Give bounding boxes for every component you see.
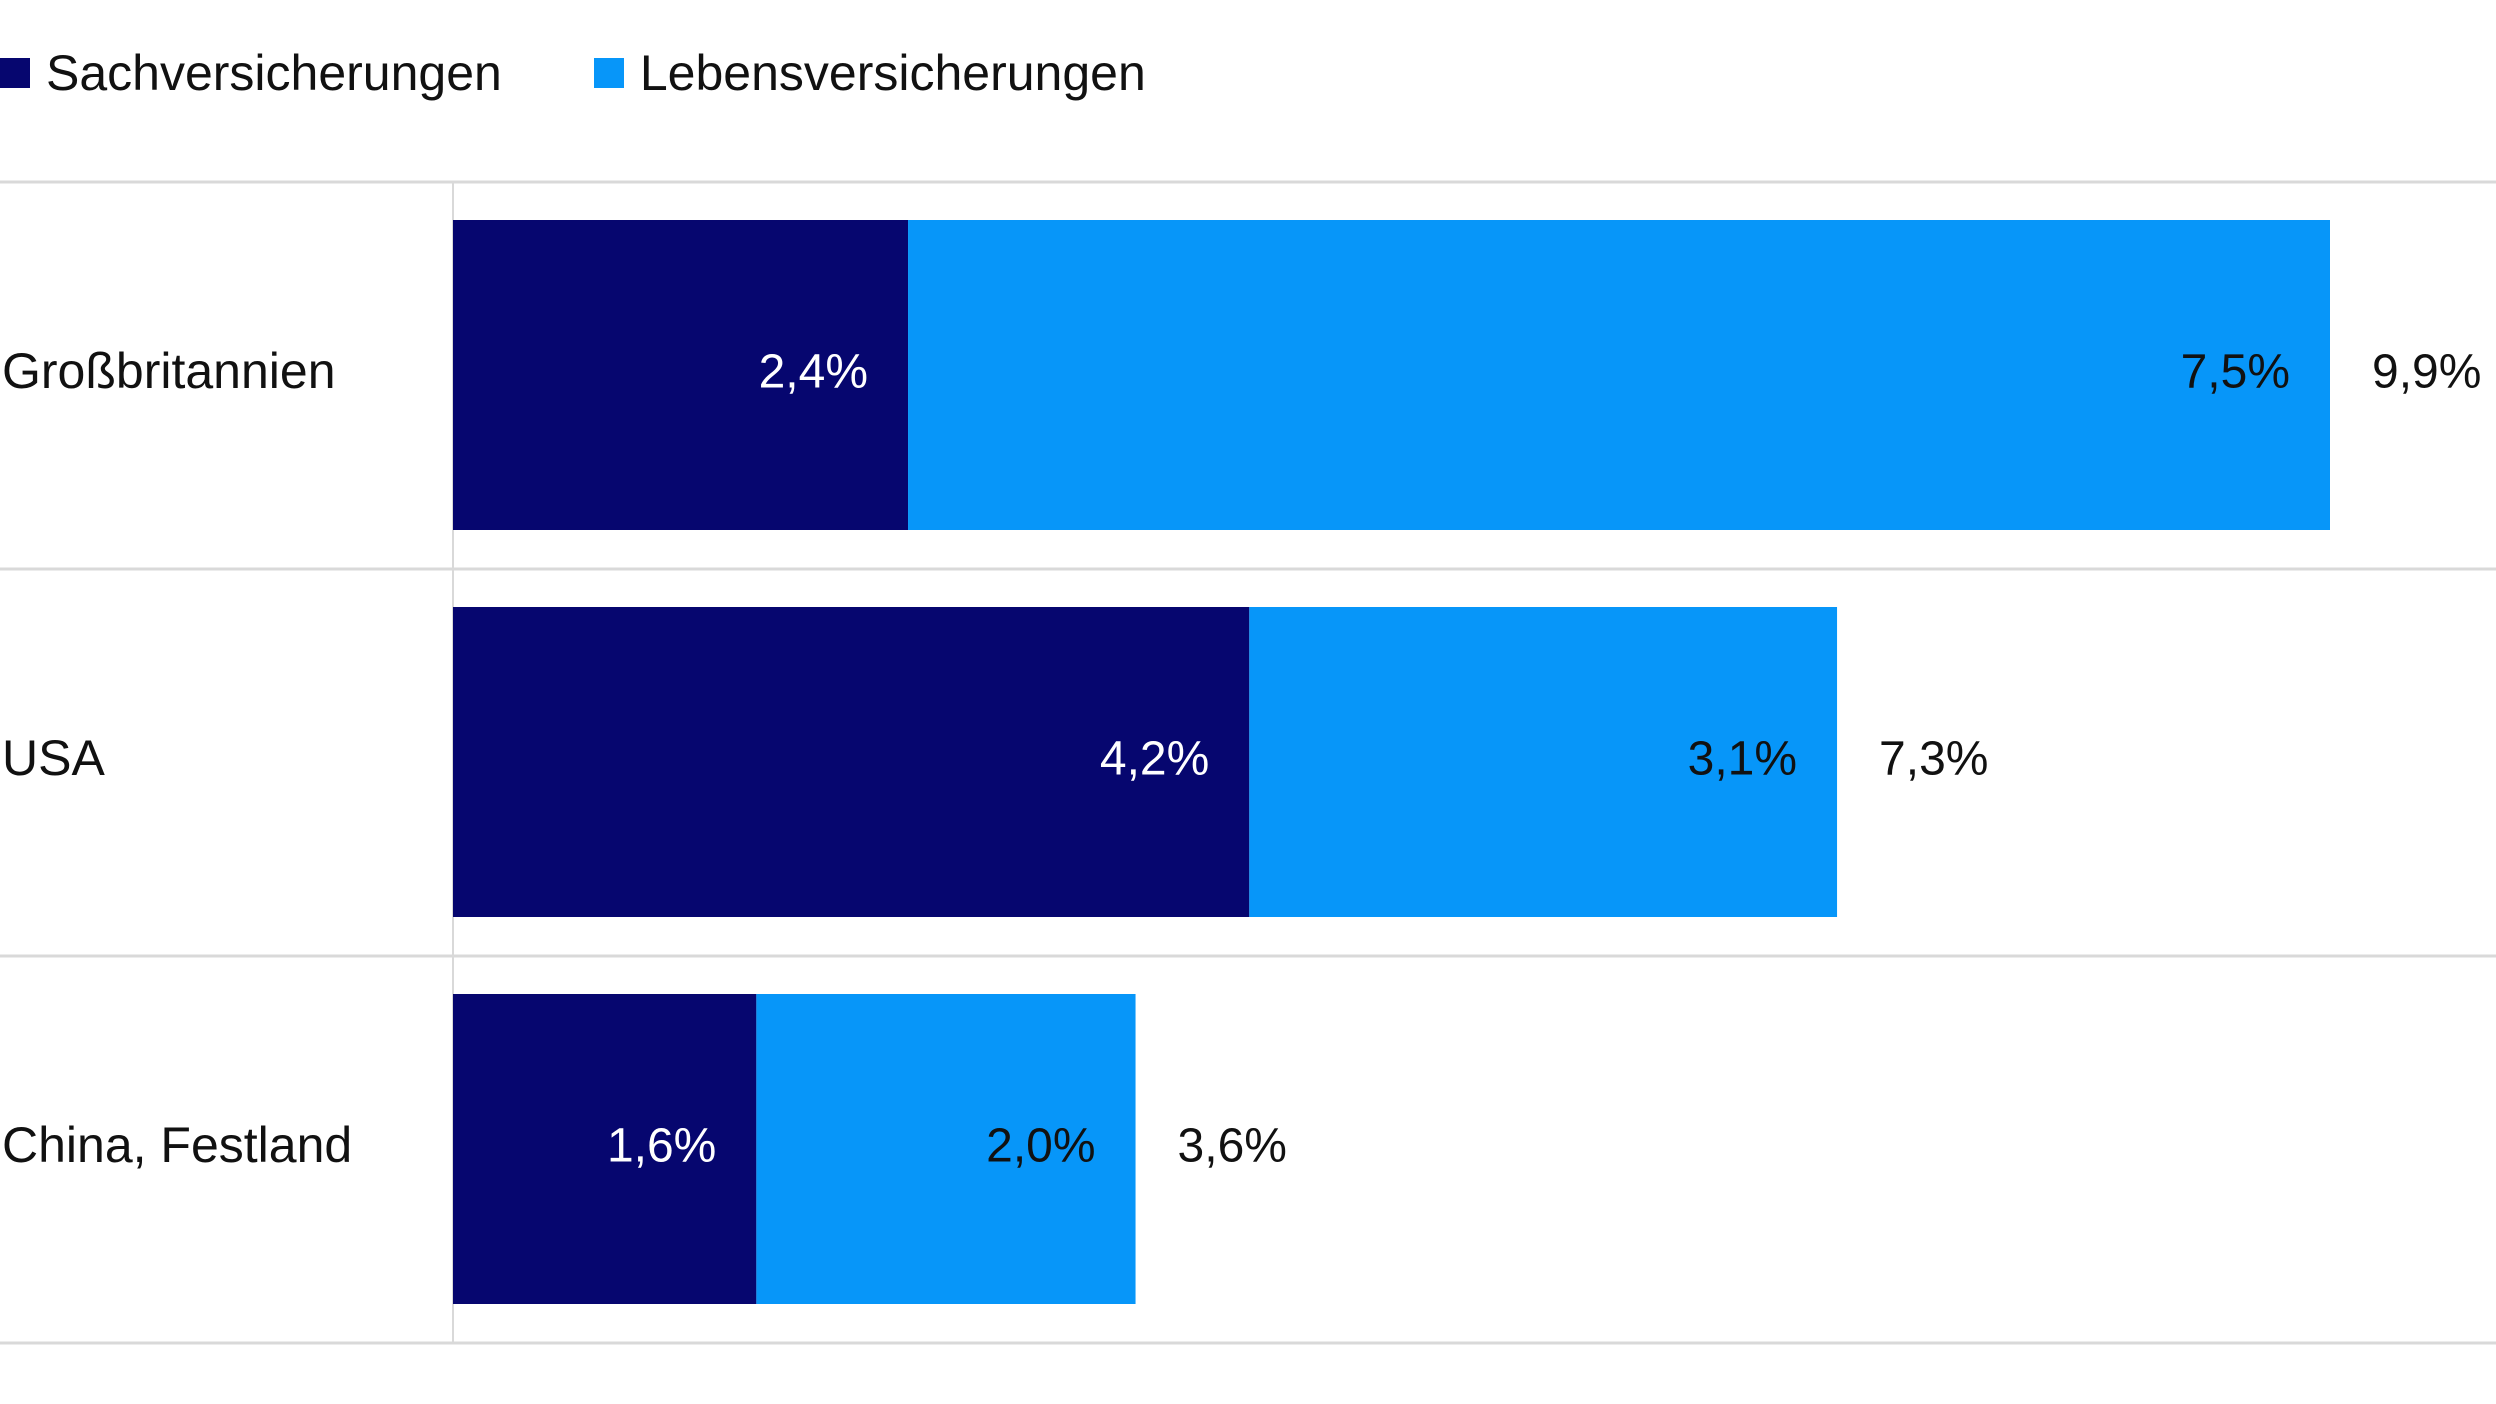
legend-swatch-sachversicherungen xyxy=(0,58,30,88)
data-label-china-festland-series-0: 1,6% xyxy=(607,1120,716,1173)
legend-label-lebensversicherungen: Lebensversicherungen xyxy=(639,45,1146,101)
data-label-gro-britannien-series-1: 7,5% xyxy=(2181,346,2290,399)
total-label-usa: 7,3% xyxy=(1879,733,1988,786)
category-label-china-festland: China, Festland xyxy=(2,1117,352,1173)
bar-gro-britannien-series-0 xyxy=(453,220,909,530)
data-label-china-festland-series-1: 2,0% xyxy=(986,1120,1095,1173)
bar-china-festland-series-1 xyxy=(756,994,1136,1304)
total-label-gro-britannien: 9,9% xyxy=(2372,346,2481,399)
data-label-gro-britannien-series-0: 2,4% xyxy=(759,346,868,399)
bar-usa-series-0 xyxy=(453,607,1250,917)
category-label-usa: USA xyxy=(2,730,105,786)
data-label-usa-series-1: 3,1% xyxy=(1688,733,1797,786)
bar-gro-britannien-series-1 xyxy=(908,220,2330,530)
total-label-china-festland: 3,6% xyxy=(1178,1120,1287,1173)
legend-item-lebensversicherungen: Lebensversicherungen xyxy=(593,45,1146,101)
category-label-gro-britannien: Großbritannien xyxy=(2,343,336,399)
legend-item-sachversicherungen: Sachversicherungen xyxy=(0,48,502,98)
bar-usa-series-1 xyxy=(1249,607,1838,917)
data-label-usa-series-0: 4,2% xyxy=(1100,733,1209,786)
chart-legend: Sachversicherungen Lebensversicherungen xyxy=(0,38,1238,108)
bar-china-festland-series-0 xyxy=(453,994,757,1304)
legend-swatch-lebensversicherungen xyxy=(593,58,624,88)
legend-label-sachversicherungen: Sachversicherungen xyxy=(46,45,502,101)
